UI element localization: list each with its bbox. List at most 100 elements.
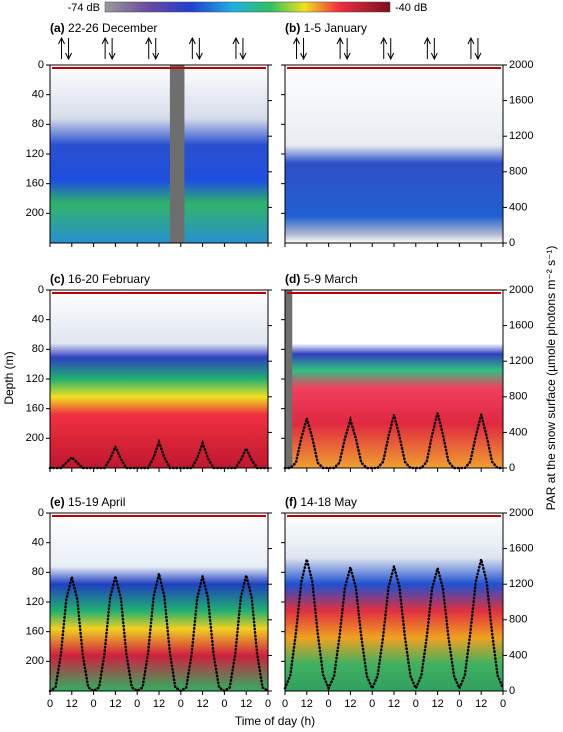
y-tick-label: 80 <box>32 566 44 578</box>
y-tick-label: 200 <box>26 655 44 667</box>
echogram <box>50 290 268 468</box>
arrow-down <box>430 38 438 61</box>
colorbar-max: -40 dB <box>395 2 427 14</box>
y2-axis-title: PAR at the snow surface (µmole photons m… <box>544 246 558 511</box>
arrow-up <box>232 36 240 59</box>
par-line <box>283 558 505 692</box>
panel-label: (f) <box>285 495 297 509</box>
y-tick-label: 0 <box>38 284 44 296</box>
x-tick-label: 0 <box>221 698 227 710</box>
x-tick-label: 12 <box>240 698 252 710</box>
arrow-down <box>195 38 203 61</box>
x-tick-label: 12 <box>153 698 165 710</box>
x-tick-label: 0 <box>91 698 97 710</box>
y2-tick-label: 2000 <box>509 59 533 71</box>
arrow-down <box>387 38 395 61</box>
x-tick-label: 12 <box>301 698 313 710</box>
arrow-up <box>101 36 109 59</box>
y2-tick-label: 0 <box>509 685 515 697</box>
echogram <box>285 65 503 243</box>
y-tick-label: 120 <box>26 148 44 160</box>
y-tick-label: 0 <box>38 507 44 519</box>
y-tick-label: 0 <box>38 59 44 71</box>
y2-tick-label: 1600 <box>509 543 533 555</box>
arrow-up <box>145 36 153 59</box>
x-tick-label: 0 <box>326 698 332 710</box>
y-tick-label: 160 <box>26 178 44 190</box>
x-tick-label: 12 <box>109 698 121 710</box>
x-tick-label: 0 <box>134 698 140 710</box>
colorbar <box>104 1 391 13</box>
arrow-down <box>65 38 72 61</box>
panel-date: 1-5 January <box>304 21 367 35</box>
panel-label: (a) <box>50 21 65 35</box>
y2-tick-label: 1600 <box>509 95 533 107</box>
panel-title: (f) 14-18 May <box>285 495 357 509</box>
data-gap <box>169 65 185 243</box>
panel-label: (c) <box>50 272 65 286</box>
y-tick-label: 40 <box>32 89 44 101</box>
surface-line <box>287 67 501 69</box>
panel-label: (e) <box>50 495 65 509</box>
y2-tick-label: 1200 <box>509 578 533 590</box>
x-tick-label: 12 <box>66 698 78 710</box>
y2-tick-label: 1200 <box>509 130 533 142</box>
panel-title: (e) 15-19 April <box>50 495 125 509</box>
par-line <box>283 412 505 470</box>
x-tick-label: 0 <box>413 698 419 710</box>
y2-tick-label: 2000 <box>509 284 533 296</box>
arrow-down <box>239 38 247 61</box>
panel-date: 16-20 February <box>68 272 150 286</box>
surface-line <box>287 292 501 294</box>
y-axis-title: Depth (m) <box>2 351 16 404</box>
arrow-down <box>152 38 160 61</box>
echogram <box>50 513 268 691</box>
arrow-down <box>474 38 482 61</box>
y-tick-label: 200 <box>26 432 44 444</box>
surface-line <box>52 515 266 517</box>
y2-tick-label: 1600 <box>509 320 533 332</box>
arrow-up <box>467 36 475 59</box>
y2-tick-label: 0 <box>509 462 515 474</box>
y-tick-label: 40 <box>32 314 44 326</box>
x-tick-label: 0 <box>265 698 271 710</box>
x-tick-label: 0 <box>500 698 506 710</box>
x-tick-label: 12 <box>196 698 208 710</box>
y2-tick-label: 400 <box>509 201 527 213</box>
y-tick-label: 120 <box>26 373 44 385</box>
y-tick-label: 160 <box>26 403 44 415</box>
panel-label: (b) <box>285 21 300 35</box>
x-tick-label: 0 <box>456 698 462 710</box>
arrow-up <box>423 36 431 59</box>
y-tick-label: 160 <box>26 626 44 638</box>
x-tick-label: 12 <box>431 698 443 710</box>
arrow-down <box>300 38 307 61</box>
surface-line <box>52 292 266 294</box>
arrow-up <box>293 36 300 59</box>
x-tick-label: 0 <box>47 698 53 710</box>
par-line <box>48 438 270 470</box>
arrow-down <box>108 38 116 61</box>
panel-date: 5-9 March <box>304 272 358 286</box>
panel-label: (d) <box>285 272 300 286</box>
y2-tick-label: 800 <box>509 614 527 626</box>
x-tick-label: 0 <box>178 698 184 710</box>
data-gap <box>285 290 293 468</box>
x-tick-label: 12 <box>344 698 356 710</box>
panel-date: 15-19 April <box>68 495 125 509</box>
y-tick-label: 200 <box>26 207 44 219</box>
panel-title: (d) 5-9 March <box>285 272 358 286</box>
x-tick-label: 0 <box>282 698 288 710</box>
y2-tick-label: 400 <box>509 649 527 661</box>
panel-date: 22-26 December <box>68 21 157 35</box>
echogram <box>50 65 268 243</box>
y-tick-label: 80 <box>32 118 44 130</box>
par-line <box>48 573 270 693</box>
x-tick-label: 0 <box>369 698 375 710</box>
panel-title: (b) 1-5 January <box>285 21 367 35</box>
y2-tick-label: 800 <box>509 391 527 403</box>
surface-line <box>52 67 266 69</box>
arrow-up <box>380 36 388 59</box>
colorbar-min: -74 dB <box>68 2 100 14</box>
